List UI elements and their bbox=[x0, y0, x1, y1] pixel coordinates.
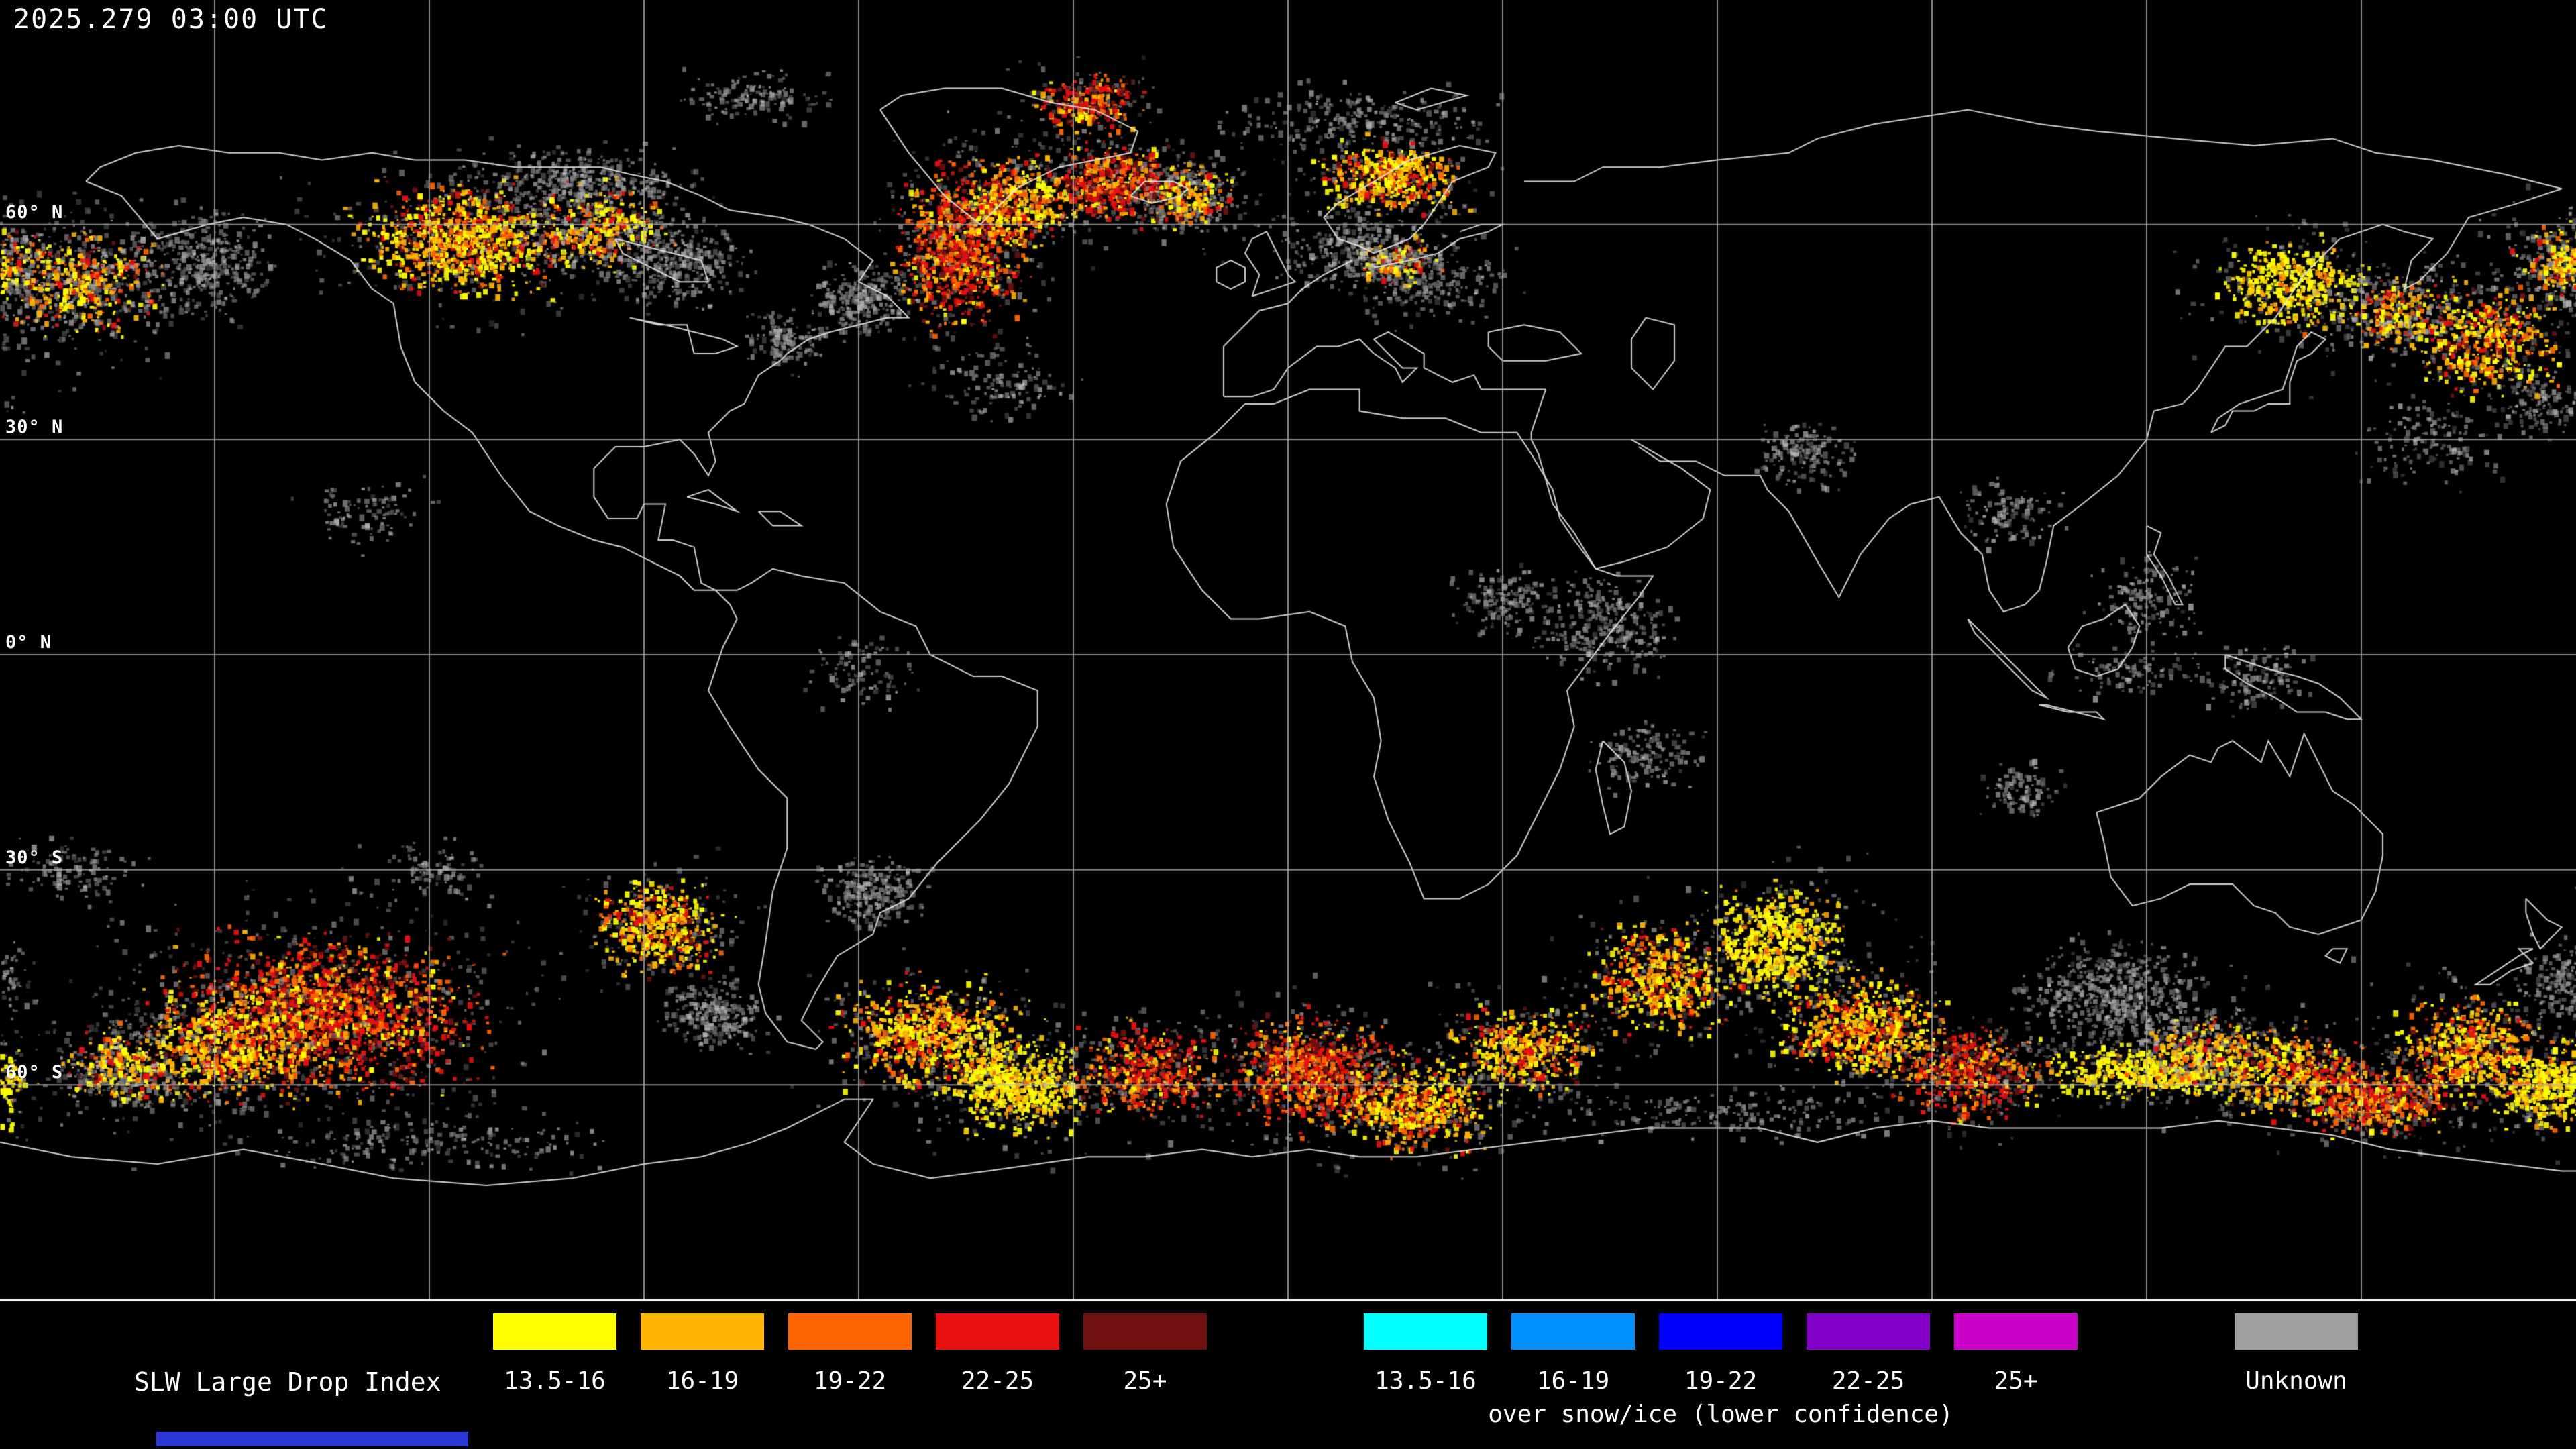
legend-main-item-2: 19-22 bbox=[788, 1313, 912, 1395]
legend-main-label-3: 22-25 bbox=[961, 1367, 1034, 1395]
legend-snowice-swatch-4 bbox=[1954, 1313, 2078, 1350]
legend-main-swatch-4 bbox=[1083, 1313, 1207, 1350]
legend-snowice-label-3: 22-25 bbox=[1831, 1367, 1905, 1395]
legend-snowice-item-2: 19-22 bbox=[1659, 1313, 1782, 1395]
legend-main-item-4: 25+ bbox=[1083, 1313, 1207, 1395]
latitude-label-3: 30° S bbox=[5, 847, 64, 868]
legend-snowice-label-2: 19-22 bbox=[1684, 1367, 1758, 1395]
legend-title: SLW Large Drop Index bbox=[134, 1367, 441, 1397]
legend-snowice-item-0: 13.5-16 bbox=[1364, 1313, 1487, 1395]
timestamp-title: 2025.279 03:00 UTC bbox=[13, 4, 329, 35]
legend-snowice-label-0: 13.5-16 bbox=[1375, 1367, 1477, 1395]
legend-snowice-caption: over snow/ice (lower confidence) bbox=[1488, 1401, 1953, 1428]
legend-main-swatch-2 bbox=[788, 1313, 912, 1350]
latitude-label-4: 60° S bbox=[5, 1062, 64, 1083]
legend-snowice-item-1: 16-19 bbox=[1511, 1313, 1635, 1395]
legend-snowice-label-1: 16-19 bbox=[1536, 1367, 1610, 1395]
legend-main-item-3: 22-25 bbox=[936, 1313, 1059, 1395]
legend-main-swatch-3 bbox=[936, 1313, 1059, 1350]
legend-snowice-swatch-2 bbox=[1659, 1313, 1782, 1350]
legend-main-label-1: 16-19 bbox=[665, 1367, 739, 1395]
legend-main-label-0: 13.5-16 bbox=[504, 1367, 606, 1395]
legend-snowice-item-4: 25+ bbox=[1954, 1313, 2078, 1395]
legend-snowice-item-3: 22-25 bbox=[1807, 1313, 1930, 1395]
legend-unknown-label-0: Unknown bbox=[2245, 1367, 2347, 1395]
legend-unknown: Unknown bbox=[2235, 1313, 2382, 1395]
latitude-label-0: 60° N bbox=[5, 201, 64, 223]
legend-main-item-0: 13.5-16 bbox=[493, 1313, 616, 1395]
legend-main-label-2: 19-22 bbox=[813, 1367, 887, 1395]
legend-main-swatch-0 bbox=[493, 1313, 616, 1350]
legend-unknown-item-0: Unknown bbox=[2235, 1313, 2358, 1395]
legend-main-swatch-1 bbox=[641, 1313, 764, 1350]
legend-snowice-label-4: 25+ bbox=[1994, 1367, 2038, 1395]
latitude-label-1: 30° N bbox=[5, 417, 64, 438]
legend-unknown-swatch-0 bbox=[2235, 1313, 2358, 1350]
legend-snowice-scale: 13.5-16 16-19 19-22 22-25 25+ bbox=[1364, 1313, 2102, 1395]
legend-main-item-1: 16-19 bbox=[641, 1313, 764, 1395]
legend-snowice-swatch-1 bbox=[1511, 1313, 1635, 1350]
legend-snowice-swatch-3 bbox=[1807, 1313, 1930, 1350]
legend-main-label-4: 25+ bbox=[1123, 1367, 1167, 1395]
latitude-label-2: 0° N bbox=[5, 632, 52, 653]
legend-snowice-swatch-0 bbox=[1364, 1313, 1487, 1350]
timeline-bar[interactable] bbox=[156, 1432, 468, 1446]
legend-main-scale: 13.5-16 16-19 19-22 22-25 25+ bbox=[493, 1313, 1231, 1395]
